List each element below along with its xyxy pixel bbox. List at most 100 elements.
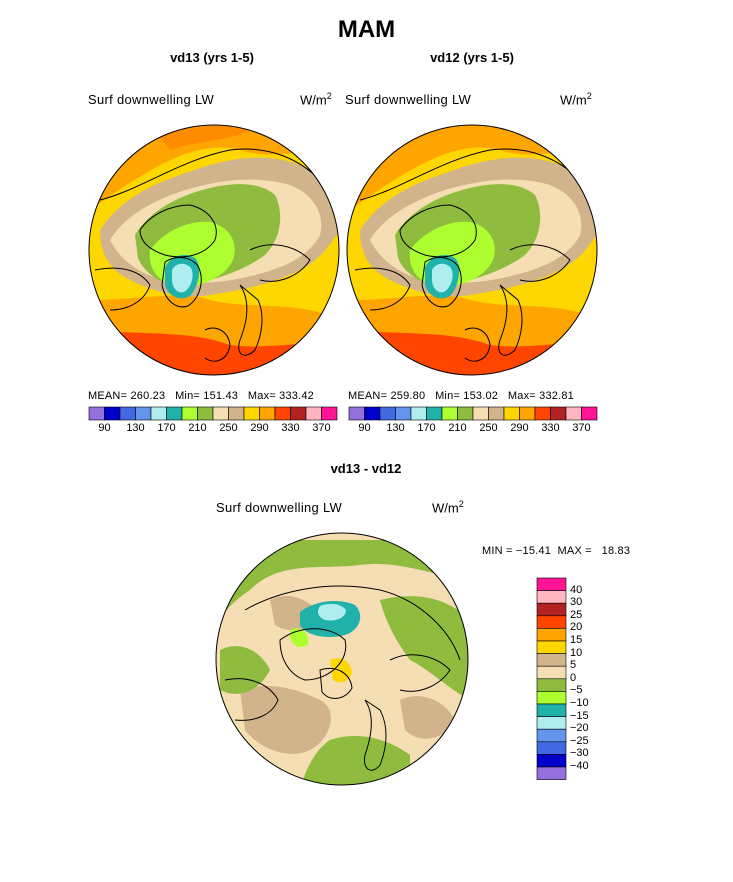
colorbar-vd12-swatch xyxy=(565,406,582,421)
colorbar-difference-tick-label: 15 xyxy=(570,634,583,646)
colorbar-difference-swatch xyxy=(536,602,567,617)
colorbar-vd13-swatch xyxy=(274,406,291,421)
colorbar-difference-tick-label: −15 xyxy=(570,709,589,722)
panel1-field-label: Surf downwelling LW xyxy=(88,92,215,107)
colorbar-vd12-tick-label: 210 xyxy=(448,422,467,434)
colorbar-vd13-tick-label: 90 xyxy=(98,422,111,434)
colorbar-vd13-swatch xyxy=(166,406,183,421)
diff-stats: MIN = −15.41 MAX = 18.83 xyxy=(482,545,631,557)
colorbar-difference-swatch xyxy=(536,615,567,629)
colorbar-vd12-swatch xyxy=(581,406,598,421)
colorbar-vd12-tick-label: 290 xyxy=(510,422,529,434)
colorbar-difference-tick-label: −30 xyxy=(570,747,589,760)
colorbar-vd13-swatch xyxy=(181,406,198,421)
colorbar-difference-tick-label: 25 xyxy=(570,608,583,621)
colorbar-vd13-tick-label: 170 xyxy=(157,422,176,434)
map-vd12-border xyxy=(346,124,598,376)
colorbar-vd12 xyxy=(348,406,598,421)
colorbar-vd13-swatch xyxy=(135,406,152,421)
colorbar-vd13-swatch xyxy=(88,406,105,421)
colorbar-vd13-swatch xyxy=(305,406,322,421)
diff-field-label: Surf downwelling LW xyxy=(216,500,343,515)
colorbar-vd13 xyxy=(88,406,338,421)
colorbar-difference-swatch xyxy=(536,716,567,730)
colorbar-vd12-swatch xyxy=(348,406,365,421)
colorbar-vd13-swatch xyxy=(119,406,136,421)
colorbar-vd12-tick-label: 170 xyxy=(417,422,436,434)
map-difference xyxy=(216,533,468,785)
colorbar-vd12-swatch xyxy=(457,406,474,421)
colorbar-difference-swatch xyxy=(536,628,567,642)
colorbar-vd12-tick-label: 90 xyxy=(358,422,371,434)
colorbar-vd12-swatch xyxy=(379,406,396,421)
colorbar-difference-swatch xyxy=(536,665,567,680)
colorbar-vd12-swatch xyxy=(519,406,536,421)
colorbar-difference-swatch xyxy=(536,703,567,717)
colorbar-vd12-swatch xyxy=(426,406,443,421)
colorbar-difference-tick-label: 10 xyxy=(570,646,583,659)
colorbar-difference-swatch xyxy=(536,590,567,604)
colorbar-difference-tick-label: 5 xyxy=(570,659,577,672)
colorbar-vd13-tick-label: 330 xyxy=(281,422,300,434)
panel2-units: W/m2 xyxy=(560,91,592,108)
figure-title: MAM xyxy=(337,16,396,43)
map-vd12 xyxy=(347,125,597,375)
colorbar-vd13-swatch xyxy=(197,406,214,421)
colorbar-vd12-swatch xyxy=(410,406,427,421)
map-vd13-border xyxy=(88,124,340,376)
colorbar-difference-swatch xyxy=(536,754,567,768)
diff-subtitle: vd13 - vd12 xyxy=(330,461,402,476)
diff-units: W/m2 xyxy=(432,499,464,516)
panel1-units: W/m2 xyxy=(300,91,332,108)
colorbar-vd12-swatch xyxy=(395,406,412,421)
colorbar-vd13-tick-label: 290 xyxy=(250,422,269,434)
colorbar-vd13-tick-label: 250 xyxy=(219,422,238,434)
colorbar-vd13-swatch xyxy=(212,406,229,421)
map-difference-border xyxy=(215,532,469,786)
colorbar-vd13-swatch xyxy=(228,406,245,421)
colorbar-vd13-tick-label: 210 xyxy=(188,422,207,434)
colorbar-difference-swatch xyxy=(536,640,567,654)
colorbar-vd12-swatch xyxy=(488,406,505,421)
panel1-stats: MEAN= 260.23 Min= 151.43 Max= 333.42 xyxy=(88,390,314,402)
colorbar-vd13-swatch xyxy=(290,406,307,421)
colorbar-difference-swatch xyxy=(536,691,567,705)
colorbar-difference-tick-label: 40 xyxy=(570,583,583,596)
colorbar-difference-swatch xyxy=(536,678,567,692)
colorbar-vd13-tick-label: 130 xyxy=(126,422,145,434)
colorbar-vd12-tick-label: 250 xyxy=(479,422,498,434)
colorbar-difference-tick-label: 30 xyxy=(570,596,583,609)
colorbar-difference-tick-label: 0 xyxy=(570,671,577,684)
colorbar-vd12-swatch xyxy=(364,406,381,421)
colorbar-vd13-swatch xyxy=(104,406,121,421)
map-vd13 xyxy=(89,125,339,375)
colorbar-difference-swatch xyxy=(536,653,567,667)
panel1-subtitle: vd13 (yrs 1-5) xyxy=(170,50,254,65)
colorbar-vd12-swatch xyxy=(441,406,458,421)
colorbar-vd13-swatch xyxy=(321,406,338,421)
colorbar-difference-tick-label: −20 xyxy=(570,722,589,735)
colorbar-vd12-tick-label: 370 xyxy=(572,422,591,434)
colorbar-difference-tick-label: −40 xyxy=(570,760,589,772)
colorbar-difference-swatch xyxy=(536,741,567,755)
colorbar-vd12-swatch xyxy=(503,406,520,421)
colorbar-vd13-swatch xyxy=(150,406,167,421)
colorbar-vd13-swatch xyxy=(243,406,260,421)
colorbar-vd12-tick-label: 330 xyxy=(541,422,560,434)
colorbar-vd12-swatch xyxy=(534,406,551,421)
colorbar-difference-tick-label: 20 xyxy=(570,621,583,634)
colorbar-difference-tick-label: −10 xyxy=(570,697,589,709)
colorbar-vd13-tick-label: 370 xyxy=(312,422,331,434)
colorbar-difference-swatch xyxy=(536,728,567,743)
colorbar-vd12-tick-label: 130 xyxy=(386,422,405,434)
colorbar-difference-swatch xyxy=(536,766,567,780)
panel2-stats: MEAN= 259.80 Min= 153.02 Max= 332.81 xyxy=(348,390,574,402)
colorbar-difference-swatch xyxy=(536,577,567,591)
colorbar-difference xyxy=(536,577,567,780)
colorbar-difference-tick-label: −5 xyxy=(570,684,583,697)
colorbar-vd12-swatch xyxy=(472,406,489,421)
panel2-field-label: Surf downwelling LW xyxy=(345,92,472,107)
panel2-subtitle: vd12 (yrs 1-5) xyxy=(430,50,514,65)
colorbar-vd12-swatch xyxy=(550,406,567,421)
